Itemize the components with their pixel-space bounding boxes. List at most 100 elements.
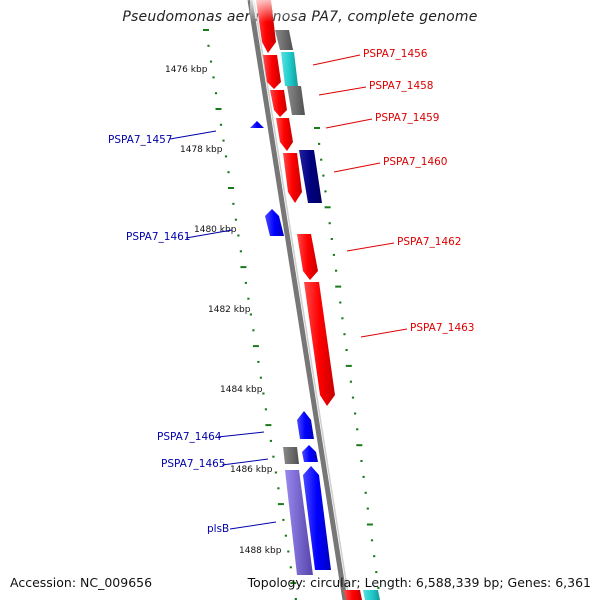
- gc-dot: [219, 123, 223, 126]
- gc-dot: [364, 491, 367, 494]
- label-psp7-1459[interactable]: PSPA7_1459: [375, 112, 440, 124]
- tick-1486: 1486 kbp: [230, 465, 273, 475]
- gc-dot: [328, 222, 331, 225]
- gc-dot: [294, 598, 297, 600]
- gc-dot: [239, 250, 242, 253]
- gc-dot: [351, 396, 355, 399]
- feature-psp7-1458[interactable]: [270, 90, 287, 117]
- gc-dot: [349, 380, 352, 383]
- gc-dot: [377, 586, 380, 589]
- tick-1476: 1476 kbp: [165, 65, 208, 75]
- label-psp7-1456[interactable]: PSPA7_1456: [363, 48, 428, 60]
- label-psp7-1461[interactable]: PSPA7_1461: [126, 231, 191, 243]
- gc-dot: [341, 317, 344, 320]
- gc-dot: [244, 281, 247, 284]
- label-psp7-1460[interactable]: PSPA7_1460: [383, 156, 448, 168]
- gc-dot: [289, 566, 292, 569]
- gc-dot: [232, 202, 235, 205]
- feature-grey-1[interactable]: [275, 30, 293, 50]
- feature-psp7-1462[interactable]: [297, 234, 318, 280]
- feature-psp7-1459[interactable]: [276, 118, 293, 151]
- gc-dot: [257, 360, 260, 363]
- gc-dot: [287, 550, 290, 553]
- top-fade: [250, 0, 300, 22]
- feature-plsb-blue[interactable]: [303, 466, 331, 570]
- gc-dot: [345, 349, 348, 351]
- label-plsb[interactable]: plsB: [207, 523, 229, 535]
- gc-dot: [360, 460, 363, 462]
- gc-dot: [320, 158, 323, 161]
- gc-dot: [277, 503, 284, 506]
- label-psp7-1465[interactable]: PSPA7_1465: [161, 458, 226, 470]
- tick-1482: 1482 kbp: [208, 305, 251, 315]
- feature-psp7-1457[interactable]: [250, 121, 264, 128]
- tick-1488: 1488 kbp: [239, 546, 282, 556]
- gc-dot: [212, 76, 215, 79]
- gc-dot: [366, 523, 373, 526]
- gc-dot: [224, 155, 228, 158]
- tick-1480: 1480 kbp: [194, 225, 237, 235]
- feature-grey-3[interactable]: [283, 447, 299, 464]
- label-psp7-1457[interactable]: PSPA7_1457: [108, 134, 173, 146]
- gc-dot: [209, 60, 213, 63]
- gc-dot: [356, 428, 359, 431]
- genome-summary-text: Topology: circular; Length: 6,588,339 bp…: [247, 575, 591, 590]
- gc-dot: [335, 269, 338, 272]
- gc-dot: [247, 297, 250, 300]
- gc-dot: [274, 471, 277, 474]
- gc-dot: [240, 266, 247, 269]
- feature-psp7-1461[interactable]: [265, 209, 284, 236]
- gc-dot: [373, 555, 376, 558]
- gc-dot: [354, 412, 357, 415]
- feature-navy-1[interactable]: [299, 150, 322, 203]
- feature-bottom-cyan[interactable]: [363, 590, 380, 600]
- gc-dot: [265, 424, 272, 427]
- gc-dot: [262, 392, 265, 395]
- gc-dot: [290, 582, 297, 585]
- gc-dot: [370, 539, 374, 542]
- feature-bottom-red[interactable]: [344, 590, 362, 600]
- gc-dot: [324, 190, 327, 193]
- gc-dot: [234, 218, 237, 221]
- gc-guide-lines: [203, 29, 380, 600]
- feature-psp7-1460[interactable]: [283, 153, 302, 203]
- gc-dot: [237, 234, 240, 237]
- feature-psp7-1456[interactable]: [263, 55, 281, 89]
- gc-dot: [318, 142, 321, 145]
- gc-dot: [330, 238, 333, 240]
- reverse-strand-features: [250, 121, 380, 600]
- label-psp7-1464[interactable]: PSPA7_1464: [157, 431, 222, 443]
- tick-labels: 1476 kbp 1478 kbp 1480 kbp 1482 kbp 1484…: [165, 65, 282, 556]
- feature-grey-2[interactable]: [287, 86, 305, 115]
- gc-dot: [277, 487, 280, 490]
- feature-psp7-1463[interactable]: [304, 282, 335, 406]
- gc-dot: [264, 408, 267, 411]
- feature-psp7-1464[interactable]: [297, 411, 314, 439]
- gc-dot: [252, 345, 259, 348]
- label-psp7-1462[interactable]: PSPA7_1462: [397, 236, 462, 248]
- gc-dot: [222, 139, 225, 142]
- gc-dot: [215, 108, 222, 110]
- gc-dot: [324, 206, 331, 209]
- gc-dot: [282, 518, 285, 521]
- label-psp7-1458[interactable]: PSPA7_1458: [369, 80, 434, 92]
- label-psp7-1463[interactable]: PSPA7_1463: [410, 322, 475, 334]
- gc-dot: [284, 534, 287, 537]
- gc-dot: [322, 174, 325, 177]
- gc-dot: [227, 171, 230, 174]
- forward-strand-features: [256, 0, 335, 406]
- feature-psp7-1465[interactable]: [302, 445, 318, 462]
- gc-dot: [259, 376, 262, 379]
- feature-plsb[interactable]: [285, 470, 313, 575]
- gc-dot: [269, 439, 272, 442]
- gc-dot: [339, 301, 342, 304]
- gc-dot: [332, 253, 335, 256]
- gc-dot: [214, 92, 218, 95]
- gc-dot: [362, 475, 365, 478]
- gc-dot: [252, 329, 255, 332]
- gc-dot: [366, 507, 369, 510]
- tick-1478: 1478 kbp: [180, 145, 223, 155]
- gc-dot: [203, 29, 209, 31]
- feature-rna-1[interactable]: [281, 52, 298, 86]
